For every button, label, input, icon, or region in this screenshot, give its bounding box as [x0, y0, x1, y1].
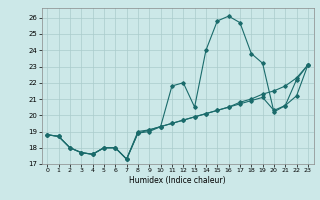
X-axis label: Humidex (Indice chaleur): Humidex (Indice chaleur) [129, 176, 226, 185]
